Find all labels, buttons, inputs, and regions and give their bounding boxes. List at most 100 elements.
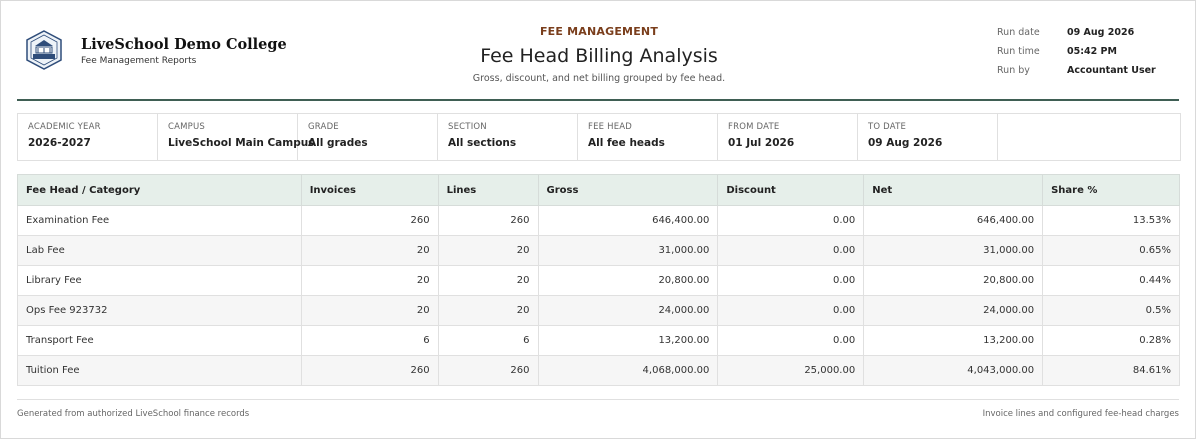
cell-share: 84.61% (1042, 355, 1180, 386)
run-meta: Run date 09 Aug 2026 Run time 05:42 PM R… (997, 27, 1156, 84)
cell-lines: 6 (437, 325, 539, 356)
filter-campus: CAMPUS LiveSchool Main Campus (158, 114, 315, 160)
filter-label: FROM DATE (728, 122, 780, 132)
table-row: Ops Fee 923732 20 20 24,000.00 0.00 24,0… (17, 295, 1180, 326)
run-time-label: Run time (997, 46, 1040, 57)
filter-bar: ACADEMIC YEAR 2026-2027 CAMPUS LiveSchoo… (17, 113, 1181, 161)
filter-grade: GRADE All grades (298, 114, 438, 160)
table-row: Transport Fee 6 6 13,200.00 0.00 13,200.… (17, 325, 1180, 356)
cell-lines: 260 (437, 205, 539, 236)
run-date-row: Run date 09 Aug 2026 (997, 27, 1156, 46)
cell-net: 646,400.00 (863, 205, 1044, 236)
table-row: Examination Fee 260 260 646,400.00 0.00 … (17, 205, 1180, 236)
cell-gross: 31,000.00 (537, 235, 719, 266)
cell-lines: 20 (437, 235, 539, 266)
cell-discount: 0.00 (717, 325, 865, 356)
cell-gross: 4,068,000.00 (537, 355, 719, 386)
filter-label: ACADEMIC YEAR (28, 122, 101, 132)
cell-discount: 0.00 (717, 265, 865, 296)
run-date-label: Run date (997, 27, 1040, 38)
run-time-row: Run time 05:42 PM (997, 46, 1156, 65)
table-row: Tuition Fee 260 260 4,068,000.00 25,000.… (17, 355, 1180, 386)
filter-label: GRADE (308, 122, 339, 132)
cell-net: 31,000.00 (863, 235, 1044, 266)
cell-invoices: 20 (300, 295, 439, 326)
run-by-value: Accountant User (1067, 65, 1156, 76)
cell-share: 0.44% (1042, 265, 1180, 296)
filter-from-date: FROM DATE 01 Jul 2026 (718, 114, 858, 160)
cell-invoices: 6 (300, 325, 439, 356)
cell-discount: 0.00 (717, 235, 865, 266)
cell-fee-head: Examination Fee (17, 205, 302, 236)
cell-lines: 20 (437, 265, 539, 296)
footer-right-note: Invoice lines and configured fee-head ch… (982, 409, 1179, 419)
report-description: Gross, discount, and net billing grouped… (472, 73, 726, 84)
filter-value: All grades (308, 137, 368, 149)
report-title-block: FEE MANAGEMENT Fee Head Billing Analysis… (399, 25, 799, 84)
filter-section: SECTION All sections (438, 114, 578, 160)
filter-academic-year: ACADEMIC YEAR 2026-2027 (18, 114, 158, 160)
column-header: Net (863, 174, 1044, 206)
cell-net: 4,043,000.00 (863, 355, 1044, 386)
college-subtitle: Fee Management Reports (81, 56, 197, 66)
cell-share: 13.53% (1042, 205, 1180, 236)
filter-fee-head: FEE HEAD All fee heads (578, 114, 718, 160)
filter-value: 2026-2027 (28, 137, 91, 149)
cell-lines: 260 (437, 355, 539, 386)
filter-to-date: TO DATE 09 Aug 2026 (858, 114, 998, 160)
column-header: Invoices (300, 174, 439, 206)
cell-gross: 13,200.00 (537, 325, 719, 356)
cell-share: 0.65% (1042, 235, 1180, 266)
college-name: LiveSchool Demo College (81, 36, 287, 53)
cell-fee-head: Lab Fee (17, 235, 302, 266)
cell-share: 0.28% (1042, 325, 1180, 356)
run-by-row: Run by Accountant User (997, 65, 1156, 84)
table-row: Library Fee 20 20 20,800.00 0.00 20,800.… (17, 265, 1180, 296)
column-header: Discount (717, 174, 865, 206)
filter-label: TO DATE (868, 122, 907, 132)
column-header: Gross (537, 174, 719, 206)
cell-gross: 646,400.00 (537, 205, 719, 236)
cell-lines: 20 (437, 295, 539, 326)
column-header: Fee Head / Category (17, 174, 302, 206)
column-header: Share % (1042, 174, 1180, 206)
cell-gross: 20,800.00 (537, 265, 719, 296)
cell-discount: 0.00 (717, 295, 865, 326)
cell-fee-head: Tuition Fee (17, 355, 302, 386)
cell-fee-head: Library Fee (17, 265, 302, 296)
cell-discount: 0.00 (717, 205, 865, 236)
report-kicker: FEE MANAGEMENT (539, 25, 659, 38)
filter-empty-cell (998, 114, 1180, 160)
filter-label: FEE HEAD (588, 122, 633, 132)
footer-divider (17, 399, 1179, 400)
filter-label: CAMPUS (168, 122, 206, 132)
filter-label: SECTION (448, 122, 487, 132)
filter-value: All fee heads (588, 137, 665, 149)
cell-invoices: 20 (300, 235, 439, 266)
report-title: Fee Head Billing Analysis (480, 45, 718, 67)
filter-value: 01 Jul 2026 (728, 137, 795, 149)
cell-invoices: 260 (300, 355, 439, 386)
filter-value: All sections (448, 137, 517, 149)
cell-share: 0.5% (1042, 295, 1180, 326)
college-crest-icon (26, 30, 62, 70)
table-row: Lab Fee 20 20 31,000.00 0.00 31,000.00 0… (17, 235, 1180, 266)
cell-invoices: 260 (300, 205, 439, 236)
cell-invoices: 20 (300, 265, 439, 296)
cell-discount: 25,000.00 (717, 355, 865, 386)
cell-fee-head: Ops Fee 923732 (17, 295, 302, 326)
column-header: Lines (437, 174, 539, 206)
cell-fee-head: Transport Fee (17, 325, 302, 356)
filter-value: LiveSchool Main Campus (168, 137, 315, 149)
run-time-value: 05:42 PM (1067, 46, 1117, 57)
footer-left-note: Generated from authorized LiveSchool fin… (17, 409, 250, 419)
billing-table: Fee Head / Category Invoices Lines Gross… (17, 174, 1180, 386)
run-date-value: 09 Aug 2026 (1067, 27, 1135, 38)
cell-gross: 24,000.00 (537, 295, 719, 326)
cell-net: 24,000.00 (863, 295, 1044, 326)
run-by-label: Run by (997, 65, 1030, 76)
cell-net: 20,800.00 (863, 265, 1044, 296)
cell-net: 13,200.00 (863, 325, 1044, 356)
table-header-row: Fee Head / Category Invoices Lines Gross… (17, 174, 1180, 206)
